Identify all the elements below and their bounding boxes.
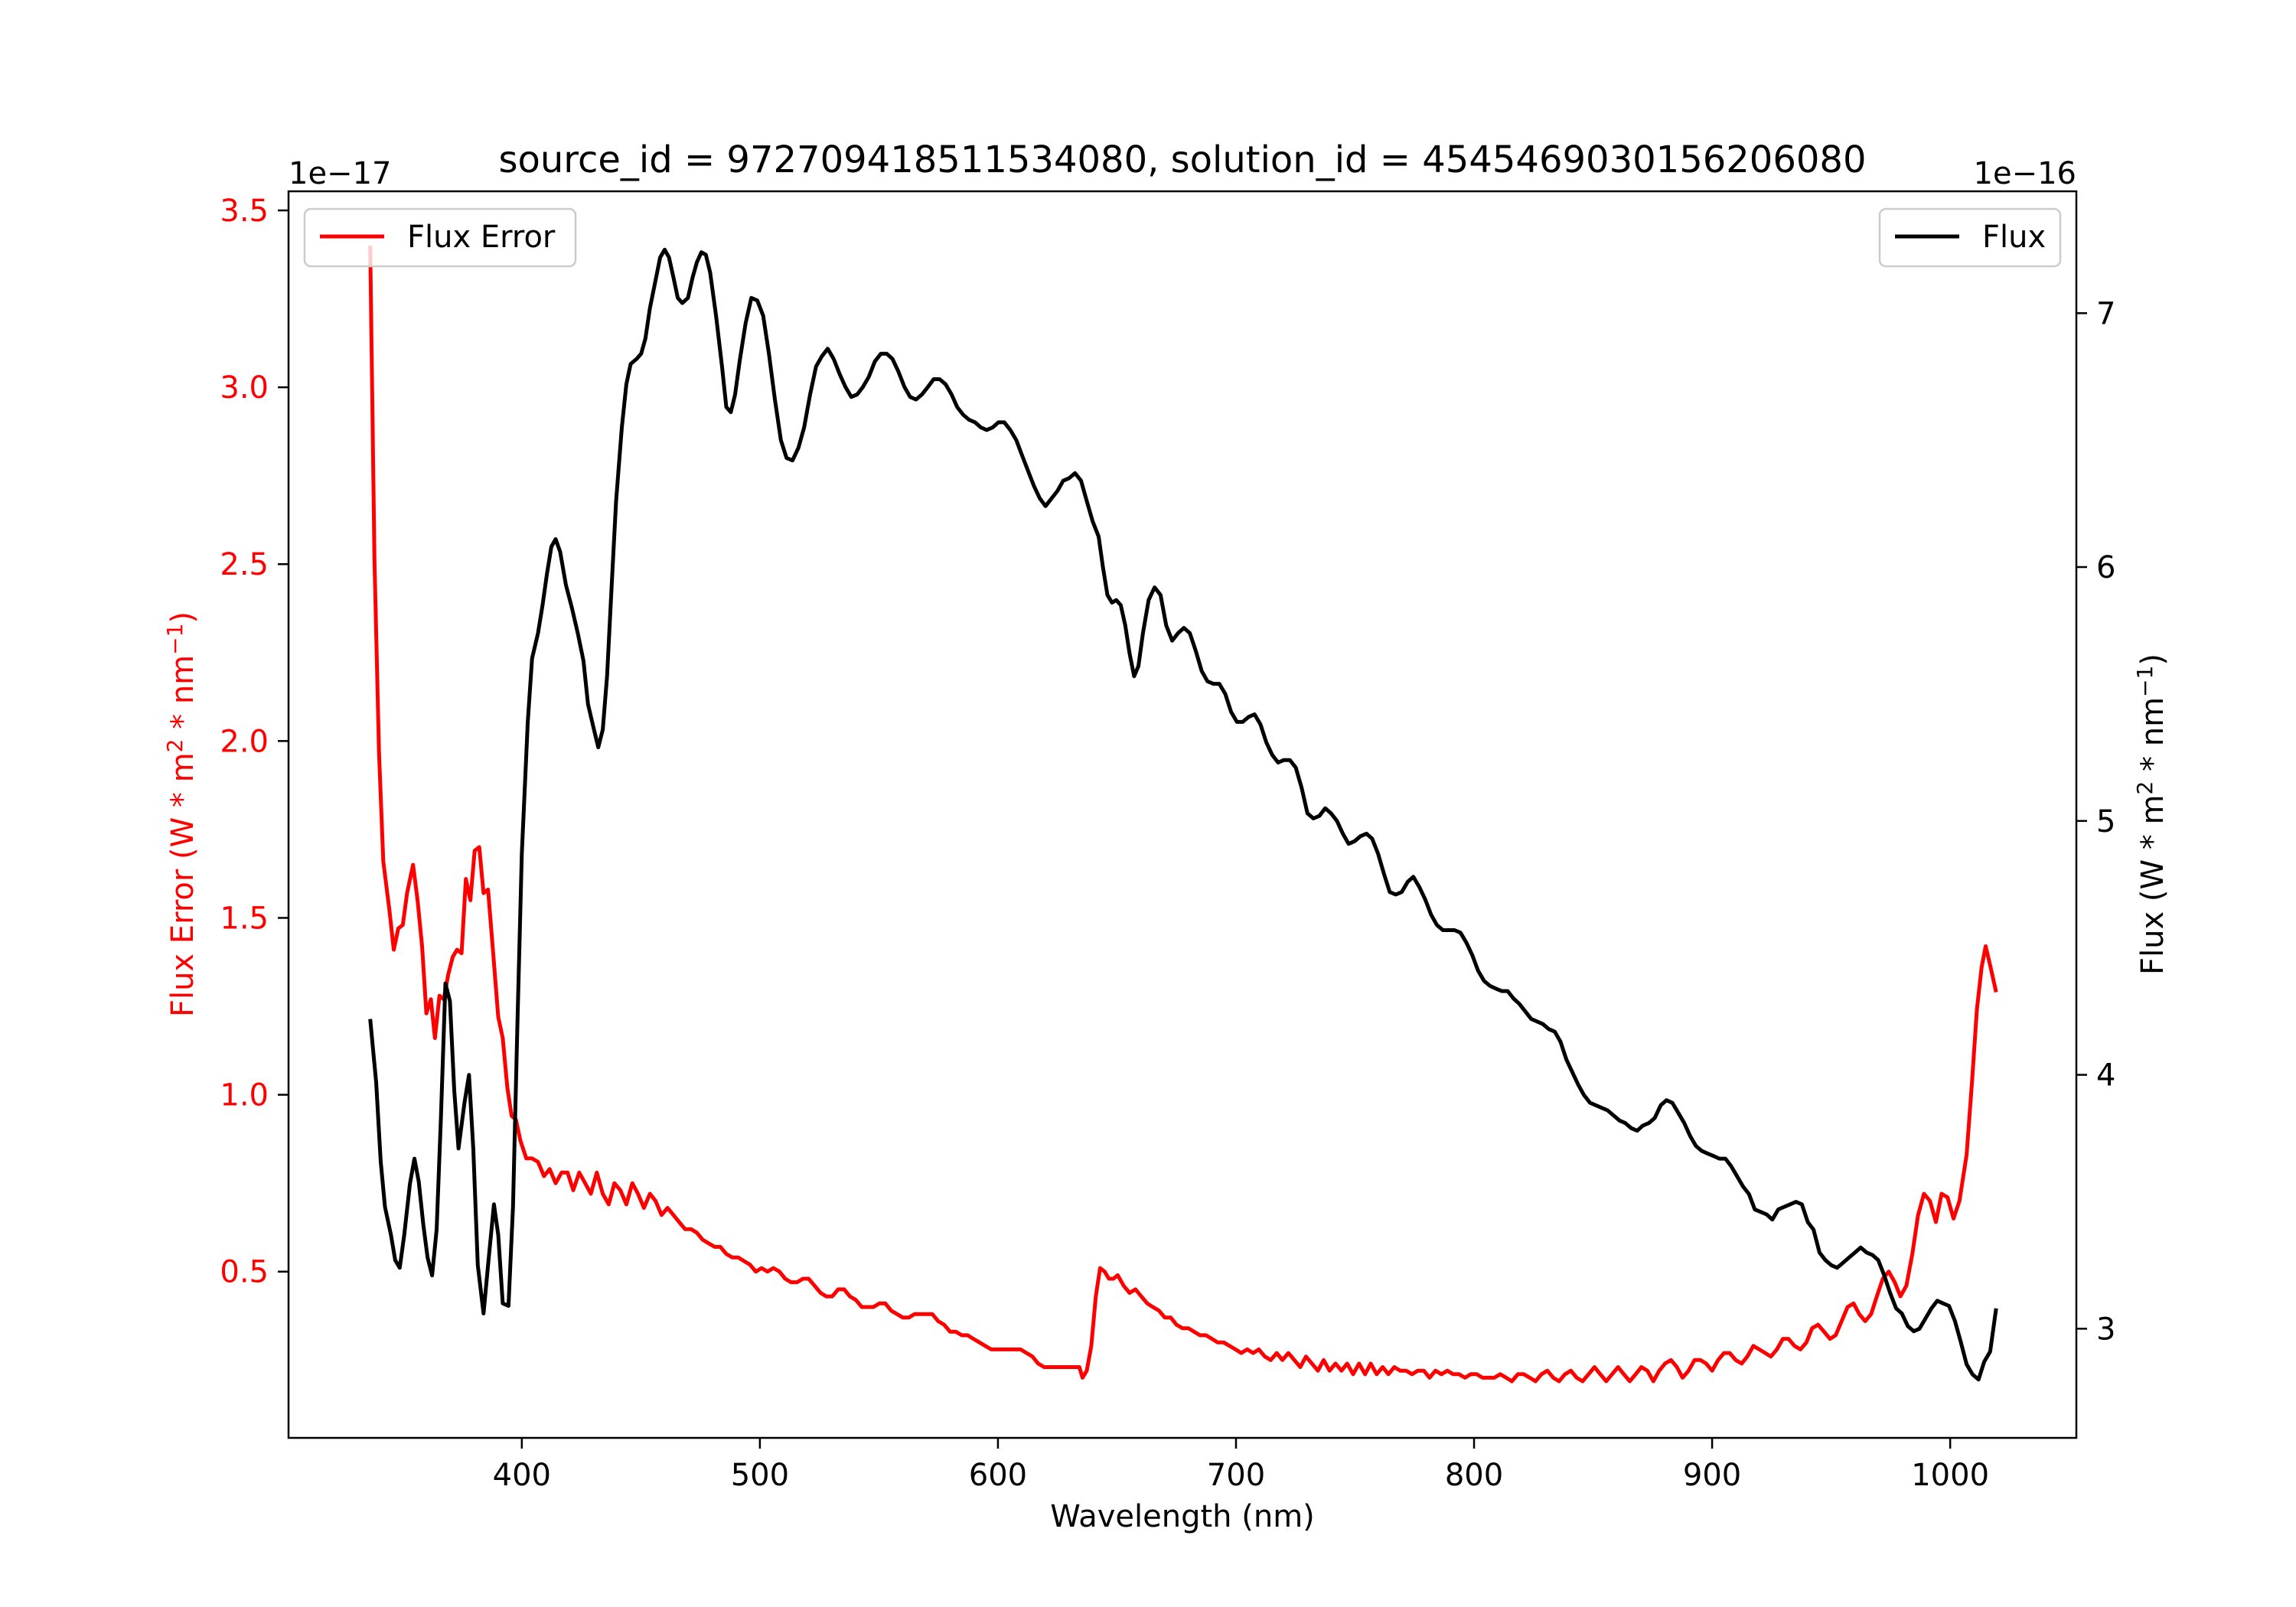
x-tick-label: 900 bbox=[1683, 1458, 1741, 1493]
left-y-tick-label: 2.0 bbox=[220, 724, 269, 759]
series-line-flux-error bbox=[368, 246, 1998, 1384]
left-y-tick-label: 1.5 bbox=[220, 901, 269, 936]
right-ylabel-sup2: −1 bbox=[2132, 666, 2157, 697]
left-y-tick-label: 3.5 bbox=[220, 194, 269, 229]
right-ylabel-main: Flux (W * m bbox=[2135, 795, 2170, 975]
right-axis-offset-text: 1e−16 bbox=[1974, 156, 2076, 191]
right-y-axis-label: Flux (W * m2 * nm−1) bbox=[2132, 654, 2170, 975]
right-ylabel-end: ) bbox=[2135, 654, 2170, 666]
left-ylabel-sup: 2 bbox=[162, 739, 188, 753]
right-y-tick-label: 4 bbox=[2096, 1058, 2115, 1094]
ticks-layer: 400 500 600 700 800 900 1000 0.5 1.0 1.5 2.0 2.5 3.0… bbox=[220, 194, 2115, 1493]
left-y-tick-label: 2.5 bbox=[220, 547, 269, 582]
series-layer bbox=[368, 246, 1998, 1384]
x-tick-label: 800 bbox=[1445, 1458, 1503, 1493]
series-line-flux bbox=[368, 247, 1998, 1382]
legend-flux: Flux bbox=[1878, 207, 2062, 268]
left-y-tick-label: 0.5 bbox=[220, 1255, 269, 1290]
right-y-tick-label: 3 bbox=[2096, 1312, 2115, 1347]
left-y-tick-label: 3.0 bbox=[220, 370, 269, 406]
legend-label-flux-error: Flux Error bbox=[407, 220, 556, 255]
right-y-tick-label: 5 bbox=[2096, 804, 2115, 839]
x-tick-label: 400 bbox=[493, 1458, 551, 1493]
left-y-axis-label: Flux Error (W * m2 * nm−1) bbox=[162, 611, 201, 1017]
left-axis-offset-text: 1e−17 bbox=[289, 156, 391, 191]
x-axis-label: Wavelength (nm) bbox=[1050, 1499, 1315, 1534]
left-ylabel-end: ) bbox=[165, 611, 201, 624]
right-y-tick-label: 6 bbox=[2096, 550, 2115, 585]
left-ylabel-sup2: −1 bbox=[162, 624, 188, 655]
legend-flux-error: Flux Error bbox=[303, 207, 577, 268]
x-tick-label: 500 bbox=[731, 1458, 789, 1493]
legend-label-flux: Flux bbox=[1982, 220, 2046, 255]
chart-title: source_id = 972709418511534080, solution… bbox=[498, 139, 1866, 181]
left-y-tick-label: 1.0 bbox=[220, 1078, 269, 1113]
x-tick-label: 600 bbox=[969, 1458, 1027, 1493]
axes-frame bbox=[287, 190, 2078, 1439]
left-ylabel-mid: * nm bbox=[165, 655, 201, 739]
legend-frame bbox=[303, 207, 577, 268]
left-ylabel-main: Flux Error (W * m bbox=[165, 752, 201, 1017]
x-tick-label: 1000 bbox=[1911, 1458, 1989, 1493]
right-ylabel-mid: * nm bbox=[2135, 697, 2170, 781]
x-tick-label: 700 bbox=[1207, 1458, 1265, 1493]
right-ylabel-sup: 2 bbox=[2132, 781, 2157, 795]
right-y-tick-label: 7 bbox=[2096, 296, 2115, 331]
legend-frame bbox=[1878, 207, 2062, 268]
